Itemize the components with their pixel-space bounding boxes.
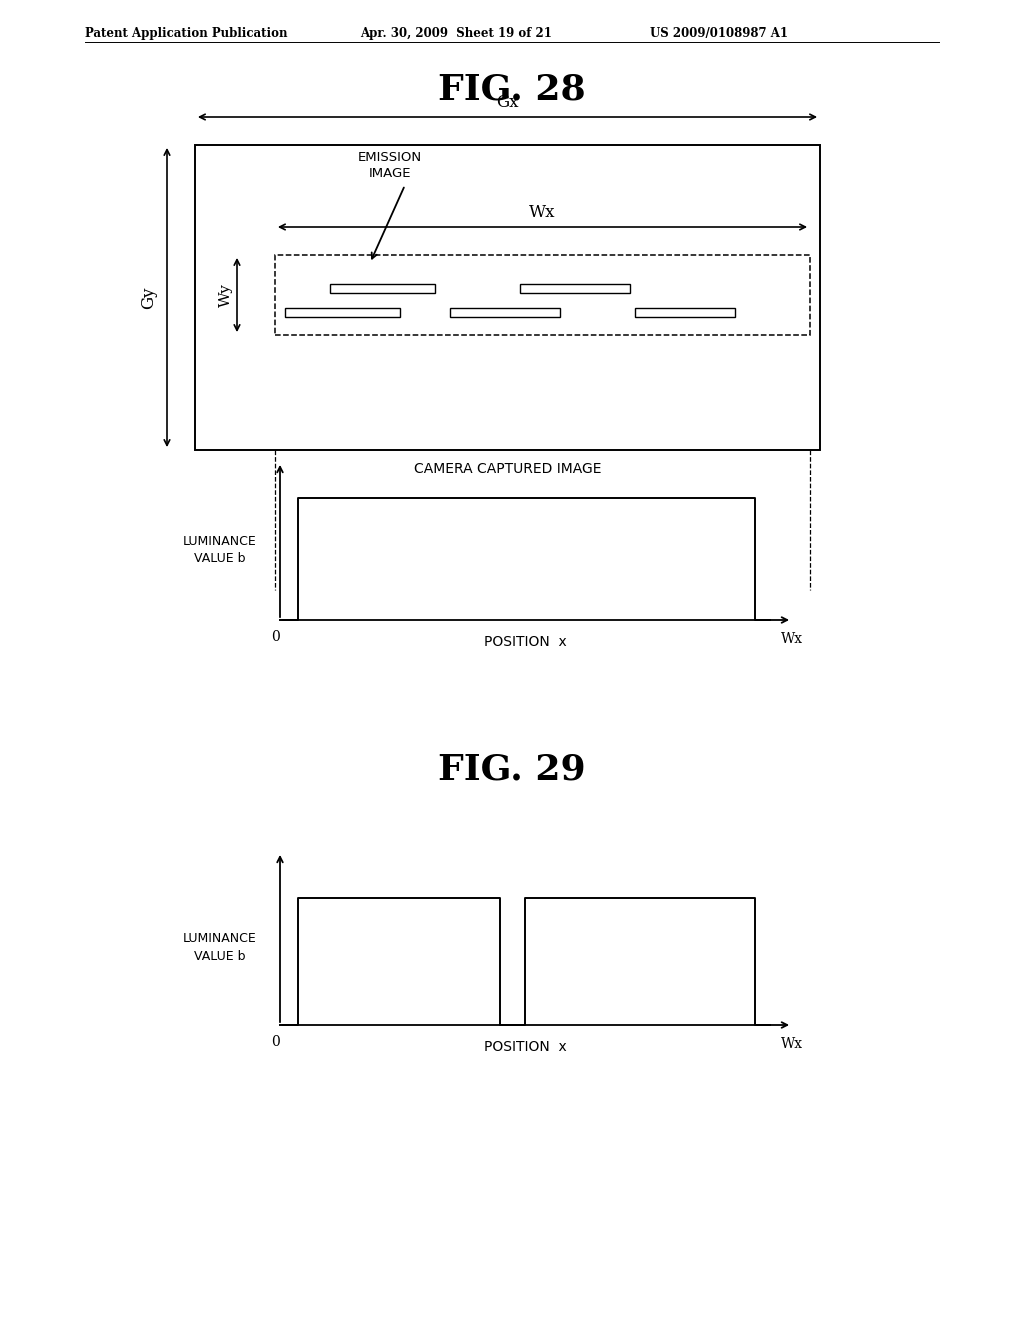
Bar: [195, 145, 820, 450]
Bar: [450, 308, 560, 317]
Bar: [635, 308, 735, 317]
Bar: [330, 284, 435, 293]
Bar: [520, 284, 630, 293]
Text: EMISSION
IMAGE: EMISSION IMAGE: [358, 150, 422, 180]
Text: Wx: Wx: [781, 632, 803, 645]
Text: FIG. 29: FIG. 29: [438, 752, 586, 785]
Text: Wy: Wy: [219, 282, 233, 308]
Text: LUMINANCE
VALUE b: LUMINANCE VALUE b: [183, 932, 257, 962]
Text: 0: 0: [271, 1035, 281, 1049]
Text: Apr. 30, 2009  Sheet 19 of 21: Apr. 30, 2009 Sheet 19 of 21: [360, 26, 552, 40]
Text: US 2009/0108987 A1: US 2009/0108987 A1: [650, 26, 788, 40]
Text: FIG. 28: FIG. 28: [438, 73, 586, 106]
Text: Gy: Gy: [140, 286, 157, 309]
Text: POSITION  x: POSITION x: [483, 635, 566, 649]
Text: LUMINANCE
VALUE b: LUMINANCE VALUE b: [183, 535, 257, 565]
Text: POSITION  x: POSITION x: [483, 1040, 566, 1053]
Bar: [275, 255, 810, 335]
Text: Wx: Wx: [529, 205, 556, 220]
Text: 0: 0: [271, 630, 281, 644]
Text: Patent Application Publication: Patent Application Publication: [85, 26, 288, 40]
Bar: [285, 308, 400, 317]
Text: Gx: Gx: [497, 94, 519, 111]
Text: Wx: Wx: [781, 1038, 803, 1051]
Text: CAMERA CAPTURED IMAGE: CAMERA CAPTURED IMAGE: [414, 462, 601, 477]
